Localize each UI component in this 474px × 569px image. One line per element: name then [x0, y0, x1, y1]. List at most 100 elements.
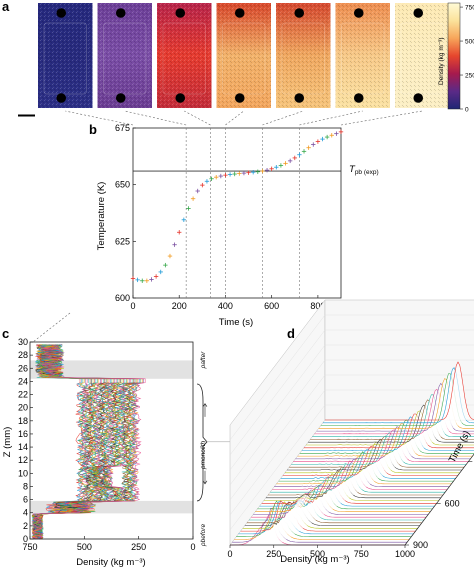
- d-gridline: [229, 314, 326, 441]
- b-data-point: [135, 277, 140, 283]
- frame-marker-top: [56, 8, 67, 18]
- d-density-trace: [325, 361, 474, 421]
- d-xtick-label: 1000: [395, 549, 415, 559]
- b-ytick-label: 600: [115, 293, 130, 303]
- b-data-point: [260, 168, 265, 174]
- b-data-point: [255, 169, 260, 174]
- b-data-point: [177, 230, 182, 235]
- d-time-tick-label: 900: [413, 540, 428, 550]
- frame-marker-bottom: [115, 93, 126, 103]
- d-density-trace: [293, 429, 469, 462]
- b-data-point: [232, 171, 237, 177]
- frame-vessel-outline: [162, 22, 206, 95]
- d-gridline: [229, 404, 326, 531]
- frame-noise: [276, 3, 331, 108]
- frame-connector: [225, 110, 244, 126]
- b-data-point: [301, 149, 307, 154]
- b-data-point: [264, 167, 270, 173]
- c-density-profile: [33, 344, 144, 540]
- frame-vessel-outline: [400, 22, 444, 95]
- b-hline-label: Tpb (exp): [349, 164, 379, 176]
- b-xtick-label: 800: [310, 301, 325, 311]
- frame-marker-top: [353, 8, 364, 18]
- b-data-point: [200, 182, 205, 188]
- b-data-point: [172, 242, 177, 247]
- b-data-point: [214, 174, 219, 180]
- b-xtick-label: 400: [218, 301, 233, 311]
- frame-marker-top: [294, 8, 305, 18]
- frame-marker-bottom: [413, 93, 424, 103]
- c-ytick-label: 6: [23, 495, 28, 505]
- c-ylabel: Z (mm): [2, 427, 13, 458]
- colorbar-tick-label: 500: [465, 39, 474, 46]
- c-ytick-label: 10: [18, 468, 28, 478]
- b-data-point: [320, 136, 325, 142]
- b-ytick-label: 625: [115, 236, 130, 246]
- d-density-trace: [263, 473, 439, 501]
- c-ytick-label: 20: [18, 403, 28, 413]
- b-data-point: [140, 278, 145, 283]
- density-image-strip: [38, 3, 450, 108]
- b-data-point: [186, 206, 191, 211]
- b-data-point: [250, 170, 256, 175]
- d-density-trace: [299, 419, 474, 454]
- d-time-axis: [404, 453, 474, 546]
- d-density-trace: [297, 423, 473, 457]
- density-frame: [276, 3, 331, 108]
- d-gridline: [229, 374, 326, 501]
- d-xlabel: Density (kg m⁻³): [280, 554, 349, 565]
- c-ytick-label: 2: [23, 521, 28, 531]
- density-frame: [395, 3, 450, 108]
- frame-marker-top: [234, 8, 245, 18]
- frame-marker-top: [413, 8, 424, 18]
- frame-marker-bottom: [353, 93, 364, 103]
- density-frame: [97, 3, 152, 108]
- density-frame: [38, 3, 93, 108]
- d-xtick-label: 750: [354, 549, 369, 559]
- c-ytick-label: 12: [18, 455, 28, 465]
- c-ytick-label: 4: [23, 508, 28, 518]
- frame-noise: [38, 3, 93, 108]
- frame-vessel-outline: [281, 22, 325, 95]
- d-time-tick-label: 600: [445, 498, 460, 508]
- frame-marker-top: [115, 8, 126, 18]
- c-xlabel: Density (kg m⁻³): [76, 557, 145, 568]
- colorbar-label: Density (kg m⁻³): [438, 38, 445, 86]
- frame-connector: [262, 110, 304, 126]
- c-xtick-label: 750: [22, 542, 37, 552]
- c-ytick-label: 8: [23, 481, 28, 491]
- b-data-point: [130, 276, 136, 281]
- b-data-point: [292, 155, 297, 161]
- c-ytick-label: 0: [23, 534, 28, 544]
- d-density-trace: [291, 432, 467, 465]
- frame-connector: [184, 110, 211, 126]
- colorbar-tick-label: 750: [465, 5, 474, 12]
- b-data-point: [218, 173, 224, 179]
- b-data-point: [204, 179, 210, 184]
- colorbar-tick-label: 250: [465, 73, 474, 80]
- frame-marker-bottom: [234, 93, 245, 103]
- panel-label-d: d: [287, 326, 295, 341]
- c-ytick-label: 14: [18, 442, 28, 452]
- b-data-point: [241, 170, 247, 176]
- c-density-profile: [32, 344, 146, 540]
- frame-vessel-outline: [341, 22, 385, 95]
- b-data-point: [181, 217, 187, 222]
- b-data-point: [287, 158, 293, 164]
- d-gridline: [229, 344, 326, 471]
- b-hline-label-main: T: [349, 164, 356, 175]
- b-data-point: [237, 171, 242, 176]
- region-monolith-label: ρmonolith: [200, 440, 207, 470]
- frame-noise: [395, 3, 450, 108]
- b-data-point: [149, 277, 154, 282]
- b-data-point: [334, 131, 339, 136]
- b-data-point: [223, 172, 228, 178]
- d-gridline: [229, 329, 326, 456]
- region-after-label: ρafter: [200, 351, 207, 370]
- c-density-profile: [31, 344, 129, 540]
- region-before-label: ρbefore: [200, 524, 207, 548]
- frame-marker-top: [175, 8, 186, 18]
- colorbar-tick-label: 0: [465, 107, 469, 114]
- c-xtick-label: 0: [190, 542, 195, 552]
- c-ytick-label: 26: [18, 363, 28, 373]
